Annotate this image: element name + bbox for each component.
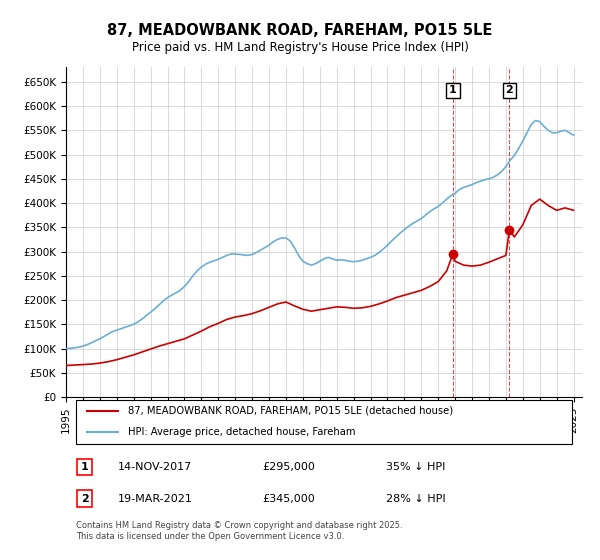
FancyBboxPatch shape [76, 399, 572, 444]
Text: 14-NOV-2017: 14-NOV-2017 [118, 462, 192, 472]
Text: £345,000: £345,000 [262, 494, 315, 504]
Text: HPI: Average price, detached house, Fareham: HPI: Average price, detached house, Fare… [128, 427, 355, 437]
Text: 1: 1 [449, 85, 457, 95]
Text: 2: 2 [81, 494, 88, 504]
Text: 19-MAR-2021: 19-MAR-2021 [118, 494, 193, 504]
Text: £295,000: £295,000 [262, 462, 315, 472]
Text: 1: 1 [81, 462, 88, 472]
Text: 2: 2 [506, 85, 513, 95]
Text: 28% ↓ HPI: 28% ↓ HPI [386, 494, 446, 504]
Text: 87, MEADOWBANK ROAD, FAREHAM, PO15 5LE: 87, MEADOWBANK ROAD, FAREHAM, PO15 5LE [107, 24, 493, 38]
Text: Contains HM Land Registry data © Crown copyright and database right 2025.
This d: Contains HM Land Registry data © Crown c… [76, 521, 403, 541]
Text: 87, MEADOWBANK ROAD, FAREHAM, PO15 5LE (detached house): 87, MEADOWBANK ROAD, FAREHAM, PO15 5LE (… [128, 406, 453, 416]
Text: 35% ↓ HPI: 35% ↓ HPI [386, 462, 445, 472]
Text: Price paid vs. HM Land Registry's House Price Index (HPI): Price paid vs. HM Land Registry's House … [131, 41, 469, 54]
